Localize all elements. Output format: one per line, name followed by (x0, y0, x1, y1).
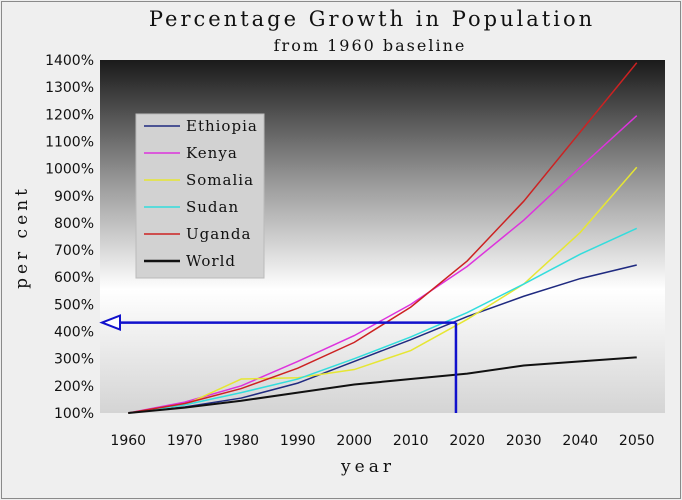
chart-title: Percentage Growth in Population (149, 7, 595, 31)
series-line-uganda (128, 62, 638, 414)
chart-subtitle: from 1960 baseline (274, 36, 467, 55)
y-tick-label: 300% (54, 352, 94, 368)
legend-label: Kenya (186, 144, 238, 162)
x-tick-label: 1990 (280, 433, 316, 449)
x-tick-label: 2020 (449, 433, 485, 449)
y-tick-label: 500% (54, 297, 94, 313)
y-tick-label: 200% (54, 379, 94, 395)
legend: Ethiopia Kenya Somalia Sudan Uganda World (135, 113, 265, 279)
x-tick-label: 2030 (506, 433, 542, 449)
y-tick-label: 700% (54, 243, 94, 259)
y-tick-label: 900% (54, 189, 94, 205)
y-tick-label: 1100% (45, 134, 94, 150)
x-tick-label: 2040 (562, 433, 598, 449)
series-line-ethiopia (128, 264, 637, 414)
x-tick-label: 2050 (619, 433, 655, 449)
y-tick-label: 1300% (45, 80, 94, 96)
legend-label: Sudan (186, 198, 239, 216)
annotation-arrowhead (99, 314, 121, 332)
annotation-arrow (99, 314, 458, 413)
y-axis-ticks: 100% 200% 300% 400% 500% 600% 700% 800% 900% 1000… (45, 53, 94, 422)
legend-box (135, 113, 265, 279)
legend-label: World (186, 252, 236, 270)
y-tick-label: 600% (54, 270, 94, 286)
x-axis-ticks: 1960 1970 1980 1990 2000 2010 2020 2030 2040 2050 (110, 433, 654, 449)
y-tick-label: 100% (54, 406, 94, 422)
series-lines (128, 62, 638, 414)
series-line-sudan (128, 227, 638, 414)
series-line-somalia (128, 166, 638, 414)
x-tick-label: 1970 (167, 433, 203, 449)
x-tick-label: 1980 (223, 433, 259, 449)
y-tick-label: 400% (54, 325, 94, 341)
y-tick-label: 1000% (45, 162, 94, 178)
y-tick-label: 1400% (45, 53, 94, 69)
y-axis-label: per cent (12, 185, 32, 289)
y-tick-label: 800% (54, 216, 94, 232)
series-line-world (128, 356, 637, 414)
x-axis-label: year (340, 457, 395, 477)
x-tick-label: 2010 (393, 433, 429, 449)
legend-label: Somalia (186, 171, 254, 189)
legend-label: Ethiopia (186, 117, 258, 135)
series-line-kenya (128, 115, 638, 414)
x-tick-label: 2000 (336, 433, 372, 449)
legend-label: Uganda (186, 225, 251, 243)
y-tick-label: 1200% (45, 107, 94, 123)
x-tick-label: 1960 (110, 433, 146, 449)
